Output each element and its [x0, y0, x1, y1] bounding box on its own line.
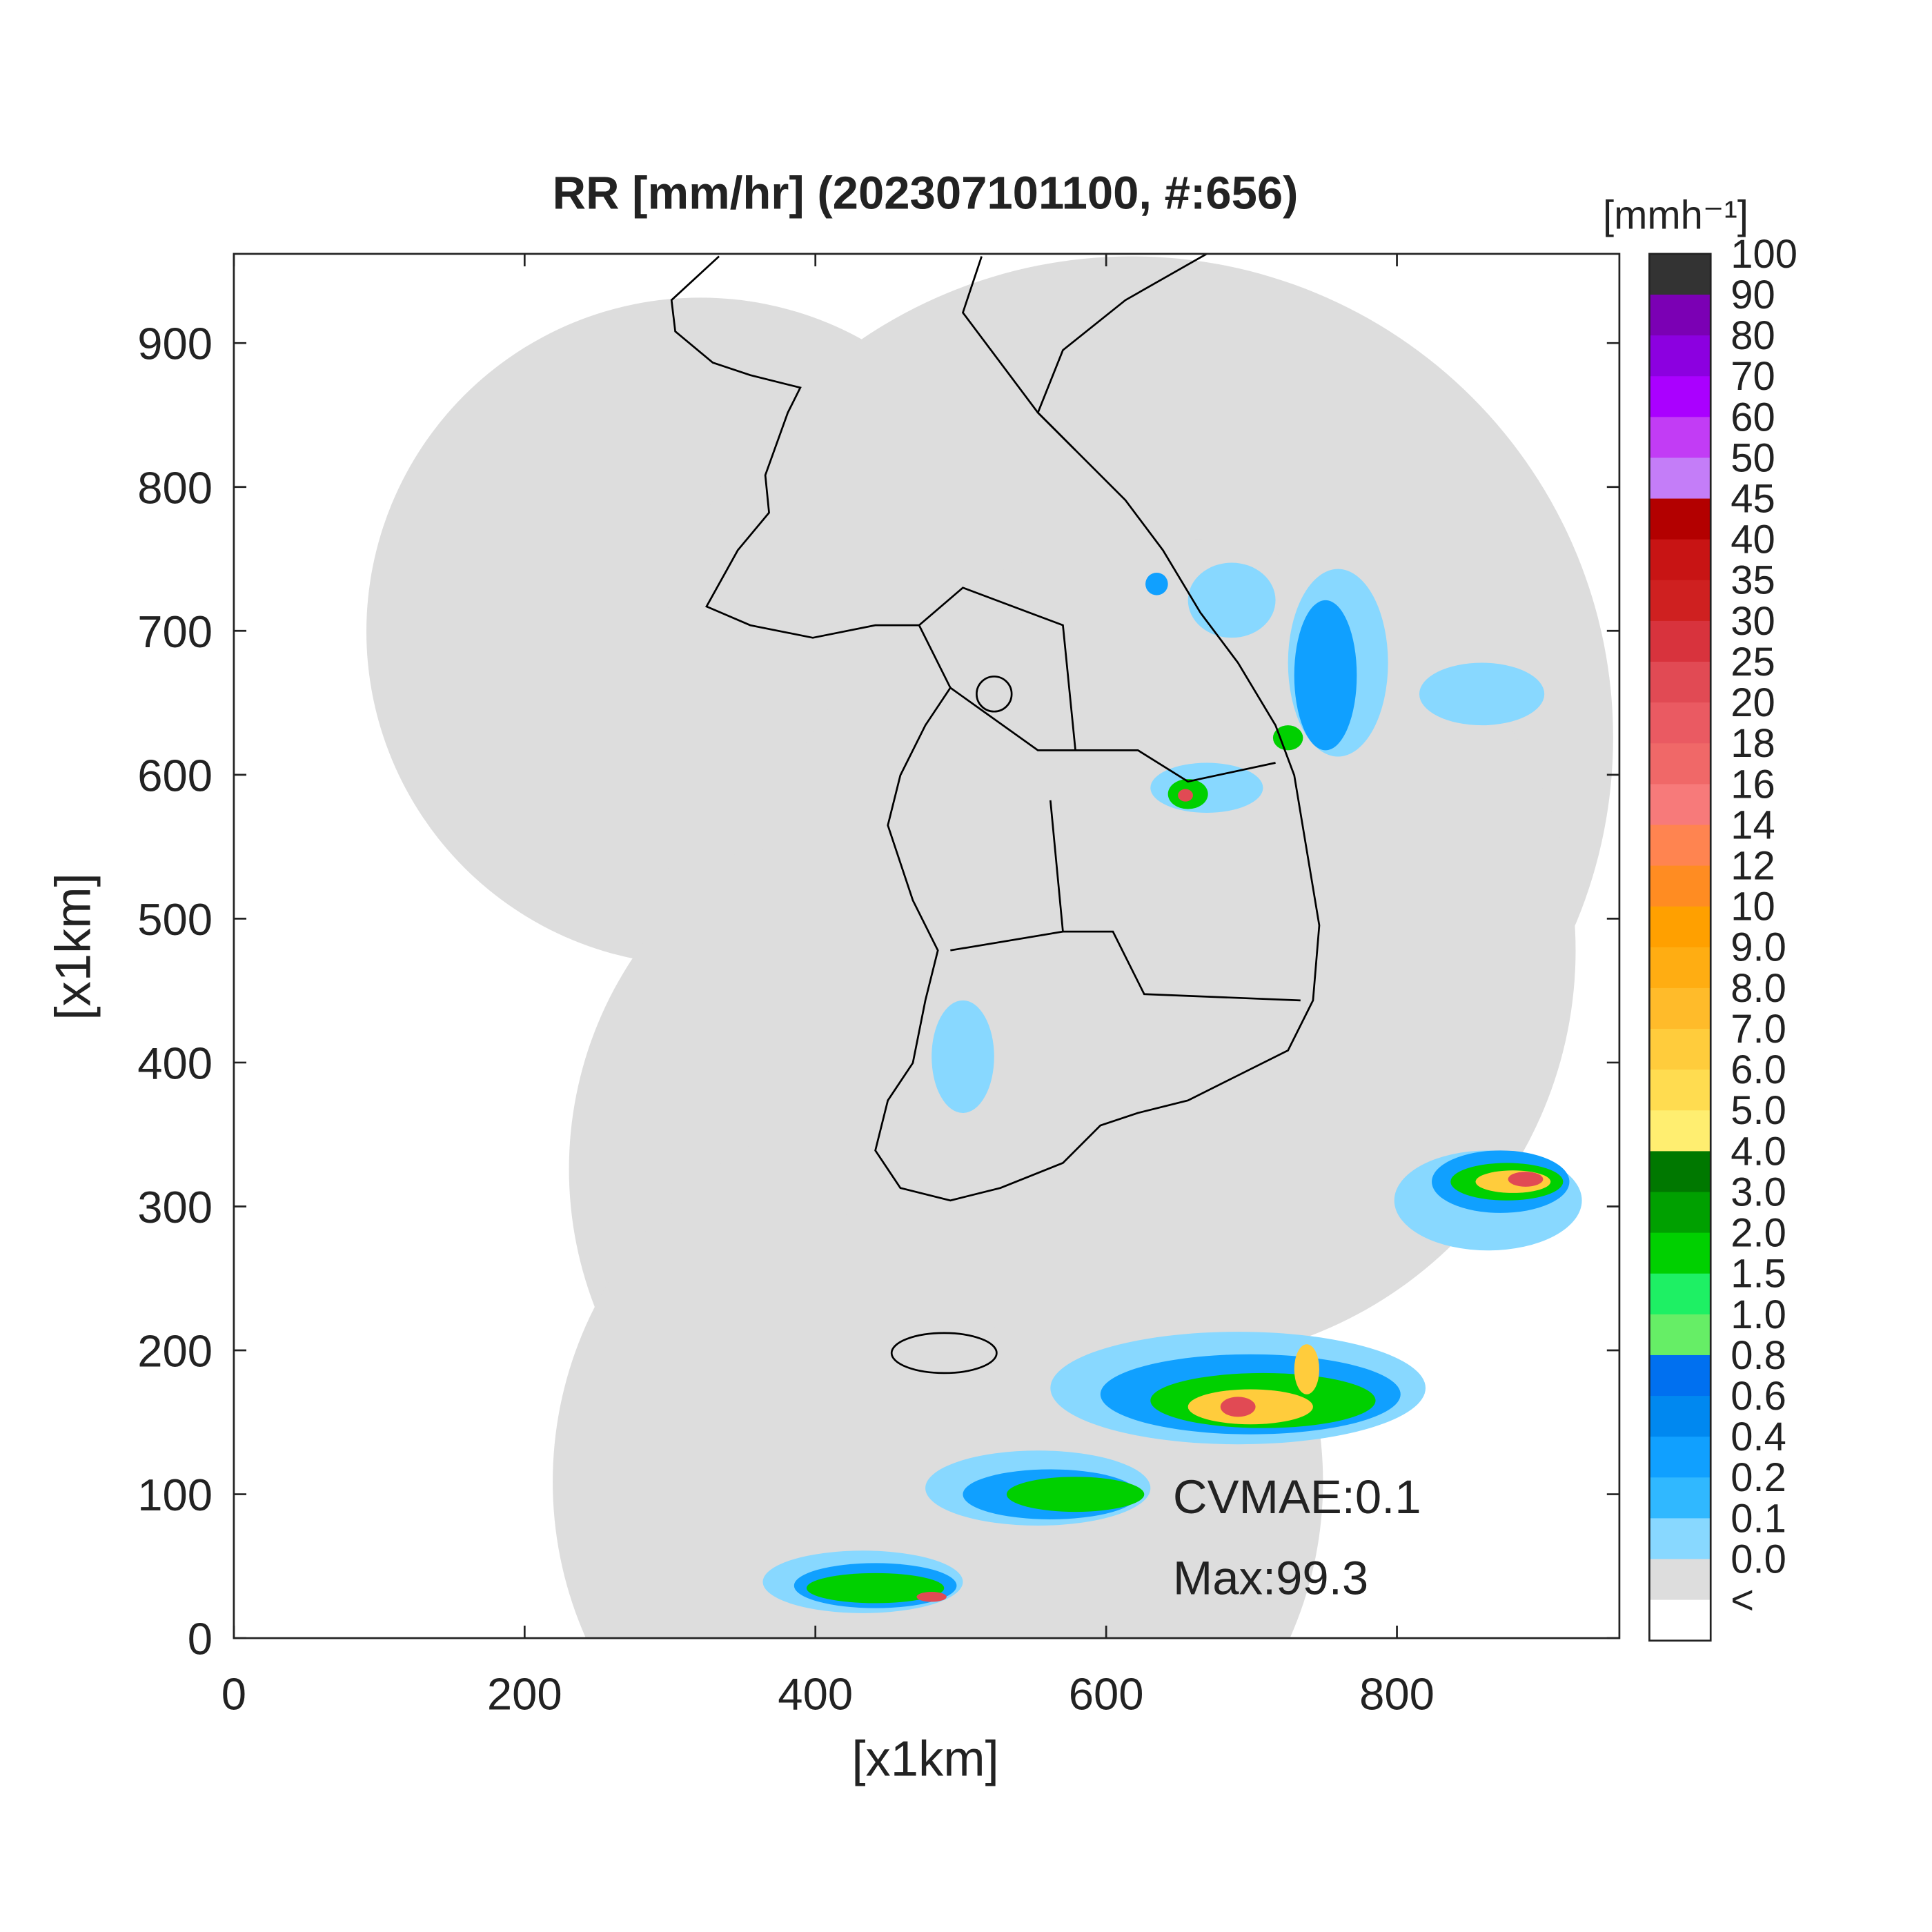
annotation: CVMAE:0.1	[1173, 1470, 1421, 1524]
y-tick-label: 700	[137, 607, 213, 657]
colorbar-label: 90	[1731, 273, 1775, 317]
axes-frame	[233, 253, 1621, 1639]
colorbar-segment	[1649, 1232, 1711, 1274]
colorbar-label: 100	[1731, 233, 1797, 277]
colorbar-label: <	[1731, 1579, 1754, 1623]
colorbar-label: 50	[1731, 436, 1775, 480]
colorbar-label: 20	[1731, 681, 1775, 725]
y-tick-label: 600	[137, 750, 213, 800]
colorbar-label: 0.1	[1731, 1497, 1786, 1541]
colorbar-segment	[1649, 1396, 1711, 1438]
colorbar-segment	[1649, 1029, 1711, 1071]
colorbar-label: 60	[1731, 395, 1775, 440]
x-axis-label: [x1km]	[851, 1731, 998, 1786]
colorbar-segment	[1649, 987, 1711, 1029]
y-tick-label: 300	[137, 1182, 213, 1232]
colorbar-label: 2.0	[1731, 1212, 1786, 1256]
colorbar-segment	[1649, 253, 1711, 295]
colorbar-segment	[1649, 1354, 1711, 1397]
colorbar-frame	[1648, 253, 1712, 1642]
coastline	[670, 253, 1321, 1374]
colorbar-segment	[1649, 1070, 1711, 1112]
colorbar-label: 16	[1731, 762, 1775, 807]
colorbar-segment	[1649, 865, 1711, 907]
colorbar-label: 8.0	[1731, 967, 1786, 1011]
colorbar-label: 45	[1731, 477, 1775, 522]
y-tick-label: 400	[137, 1038, 213, 1088]
colorbar-segment	[1649, 539, 1711, 581]
colorbar-segment	[1649, 376, 1711, 418]
colorbar-label: 25	[1731, 640, 1775, 684]
colorbar-label: 0.8	[1731, 1334, 1786, 1378]
colorbar-label: 14	[1731, 803, 1775, 847]
colorbar-segment	[1649, 580, 1711, 622]
x-tick-label: 600	[1069, 1668, 1144, 1719]
colorbar-label: 40	[1731, 518, 1775, 562]
colorbar-title: [mmh⁻¹]	[1603, 194, 1748, 238]
colorbar-segment	[1649, 1314, 1711, 1356]
chart-title: RR [mm/hr] (202307101100, #:656)	[553, 168, 1299, 219]
colorbar-label: 4.0	[1731, 1130, 1786, 1174]
colorbar-label: 0.0	[1731, 1537, 1786, 1581]
colorbar-label: 70	[1731, 355, 1775, 399]
colorbar-segment	[1649, 702, 1711, 745]
colorbar-segment	[1649, 335, 1711, 377]
colorbar-segment	[1649, 1599, 1711, 1642]
colorbar-label: 6.0	[1731, 1048, 1786, 1092]
y-tick-label: 500	[137, 894, 213, 945]
colorbar-segment	[1649, 1559, 1711, 1601]
colorbar-segment	[1649, 947, 1711, 989]
radar-coverage	[366, 256, 1613, 1639]
colorbar-segment	[1649, 457, 1711, 500]
colorbar-segment	[1649, 295, 1711, 337]
colorbar-label: 7.0	[1731, 1007, 1786, 1052]
map-layer	[366, 253, 1613, 1639]
x-tick-label: 400	[778, 1668, 853, 1719]
rain-echoes	[762, 562, 1582, 1613]
y-tick-label: 100	[137, 1470, 213, 1520]
x-tick-label: 800	[1359, 1668, 1435, 1719]
colorbar-label: 9.0	[1731, 926, 1786, 970]
colorbar-label: 0.6	[1731, 1374, 1786, 1419]
colorbar-segment	[1649, 743, 1711, 785]
colorbar-label: 0.2	[1731, 1456, 1786, 1500]
colorbar-segment	[1649, 1273, 1711, 1315]
colorbar-segment	[1649, 1151, 1711, 1193]
colorbar-label: 5.0	[1731, 1089, 1786, 1133]
colorbar-label: 18	[1731, 722, 1775, 766]
colorbar-segment	[1649, 498, 1711, 540]
y-tick-label: 900	[137, 319, 213, 369]
colorbar-segment	[1649, 825, 1711, 867]
annotation: Max:99.3	[1173, 1552, 1368, 1605]
colorbar-label: 1.0	[1731, 1293, 1786, 1337]
y-tick-label: 0	[188, 1614, 213, 1664]
colorbar-segment	[1649, 662, 1711, 704]
x-tick-label: 200	[487, 1668, 562, 1719]
y-tick-label: 200	[137, 1326, 213, 1377]
colorbar-segment	[1649, 784, 1711, 826]
y-axis-label: [x1km]	[45, 873, 101, 1020]
colorbar-label: 80	[1731, 314, 1775, 358]
colorbar-segment	[1649, 620, 1711, 662]
colorbar-label: 0.4	[1731, 1415, 1786, 1459]
colorbar-label: 35	[1731, 559, 1775, 603]
colorbar-label: 10	[1731, 885, 1775, 929]
colorbar-segment	[1649, 1192, 1711, 1234]
colorbar-label: 12	[1731, 845, 1775, 889]
x-tick-label: 0	[221, 1668, 246, 1719]
colorbar-label: 3.0	[1731, 1170, 1786, 1214]
colorbar-label: 1.5	[1731, 1252, 1786, 1297]
colorbar-segment	[1649, 1477, 1711, 1519]
colorbar-segment	[1649, 1110, 1711, 1152]
colorbar-segment	[1649, 1518, 1711, 1560]
colorbar-segment	[1649, 1437, 1711, 1479]
y-tick-label: 800	[137, 462, 213, 513]
colorbar-segment	[1649, 417, 1711, 459]
colorbar-label: 30	[1731, 600, 1775, 644]
colorbar-segment	[1649, 906, 1711, 948]
